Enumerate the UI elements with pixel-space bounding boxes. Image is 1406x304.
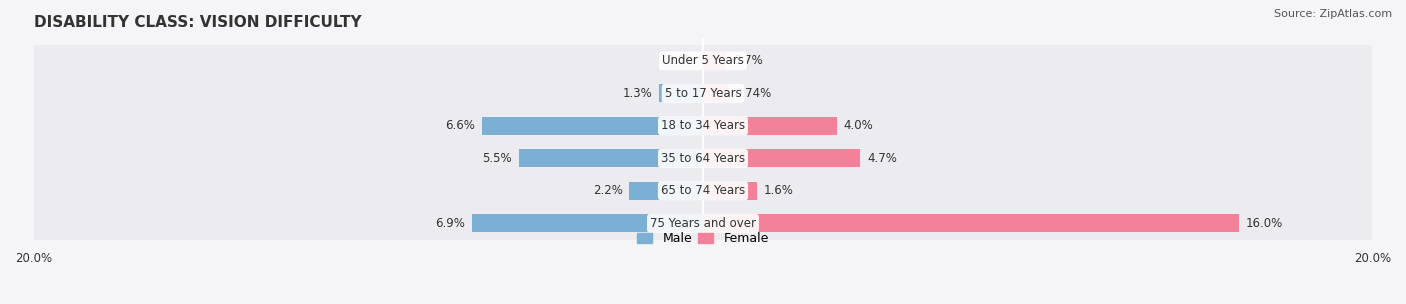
Text: 5.5%: 5.5%: [482, 152, 512, 165]
Legend: Male, Female: Male, Female: [633, 227, 773, 250]
Bar: [703, 85, 728, 102]
Text: 18 to 34 Years: 18 to 34 Years: [661, 119, 745, 132]
Bar: [34, 174, 1372, 207]
Bar: [703, 52, 727, 70]
Text: 4.7%: 4.7%: [868, 152, 897, 165]
Text: 65 to 74 Years: 65 to 74 Years: [661, 184, 745, 197]
Text: DISABILITY CLASS: VISION DIFFICULTY: DISABILITY CLASS: VISION DIFFICULTY: [34, 15, 361, 30]
Bar: [630, 182, 703, 200]
Text: Source: ZipAtlas.com: Source: ZipAtlas.com: [1274, 9, 1392, 19]
Text: 5 to 17 Years: 5 to 17 Years: [665, 87, 741, 100]
Bar: [34, 110, 1372, 142]
Text: 1.3%: 1.3%: [623, 87, 652, 100]
Text: Under 5 Years: Under 5 Years: [662, 54, 744, 67]
Bar: [703, 117, 837, 135]
Text: 4.0%: 4.0%: [844, 119, 873, 132]
Bar: [34, 142, 1372, 174]
Text: 75 Years and over: 75 Years and over: [650, 217, 756, 230]
Bar: [472, 214, 703, 232]
Bar: [482, 117, 703, 135]
Bar: [519, 150, 703, 167]
Text: 1.6%: 1.6%: [763, 184, 793, 197]
Bar: [34, 45, 1372, 77]
Text: 0.7%: 0.7%: [733, 54, 763, 67]
Text: 6.9%: 6.9%: [436, 217, 465, 230]
Bar: [703, 214, 1239, 232]
Bar: [703, 150, 860, 167]
Bar: [34, 207, 1372, 240]
Bar: [703, 182, 756, 200]
Text: 16.0%: 16.0%: [1246, 217, 1282, 230]
Text: 0.74%: 0.74%: [734, 87, 772, 100]
Bar: [659, 85, 703, 102]
Text: 0.0%: 0.0%: [666, 54, 696, 67]
Bar: [34, 77, 1372, 110]
Text: 35 to 64 Years: 35 to 64 Years: [661, 152, 745, 165]
Text: 6.6%: 6.6%: [446, 119, 475, 132]
Text: 2.2%: 2.2%: [593, 184, 623, 197]
